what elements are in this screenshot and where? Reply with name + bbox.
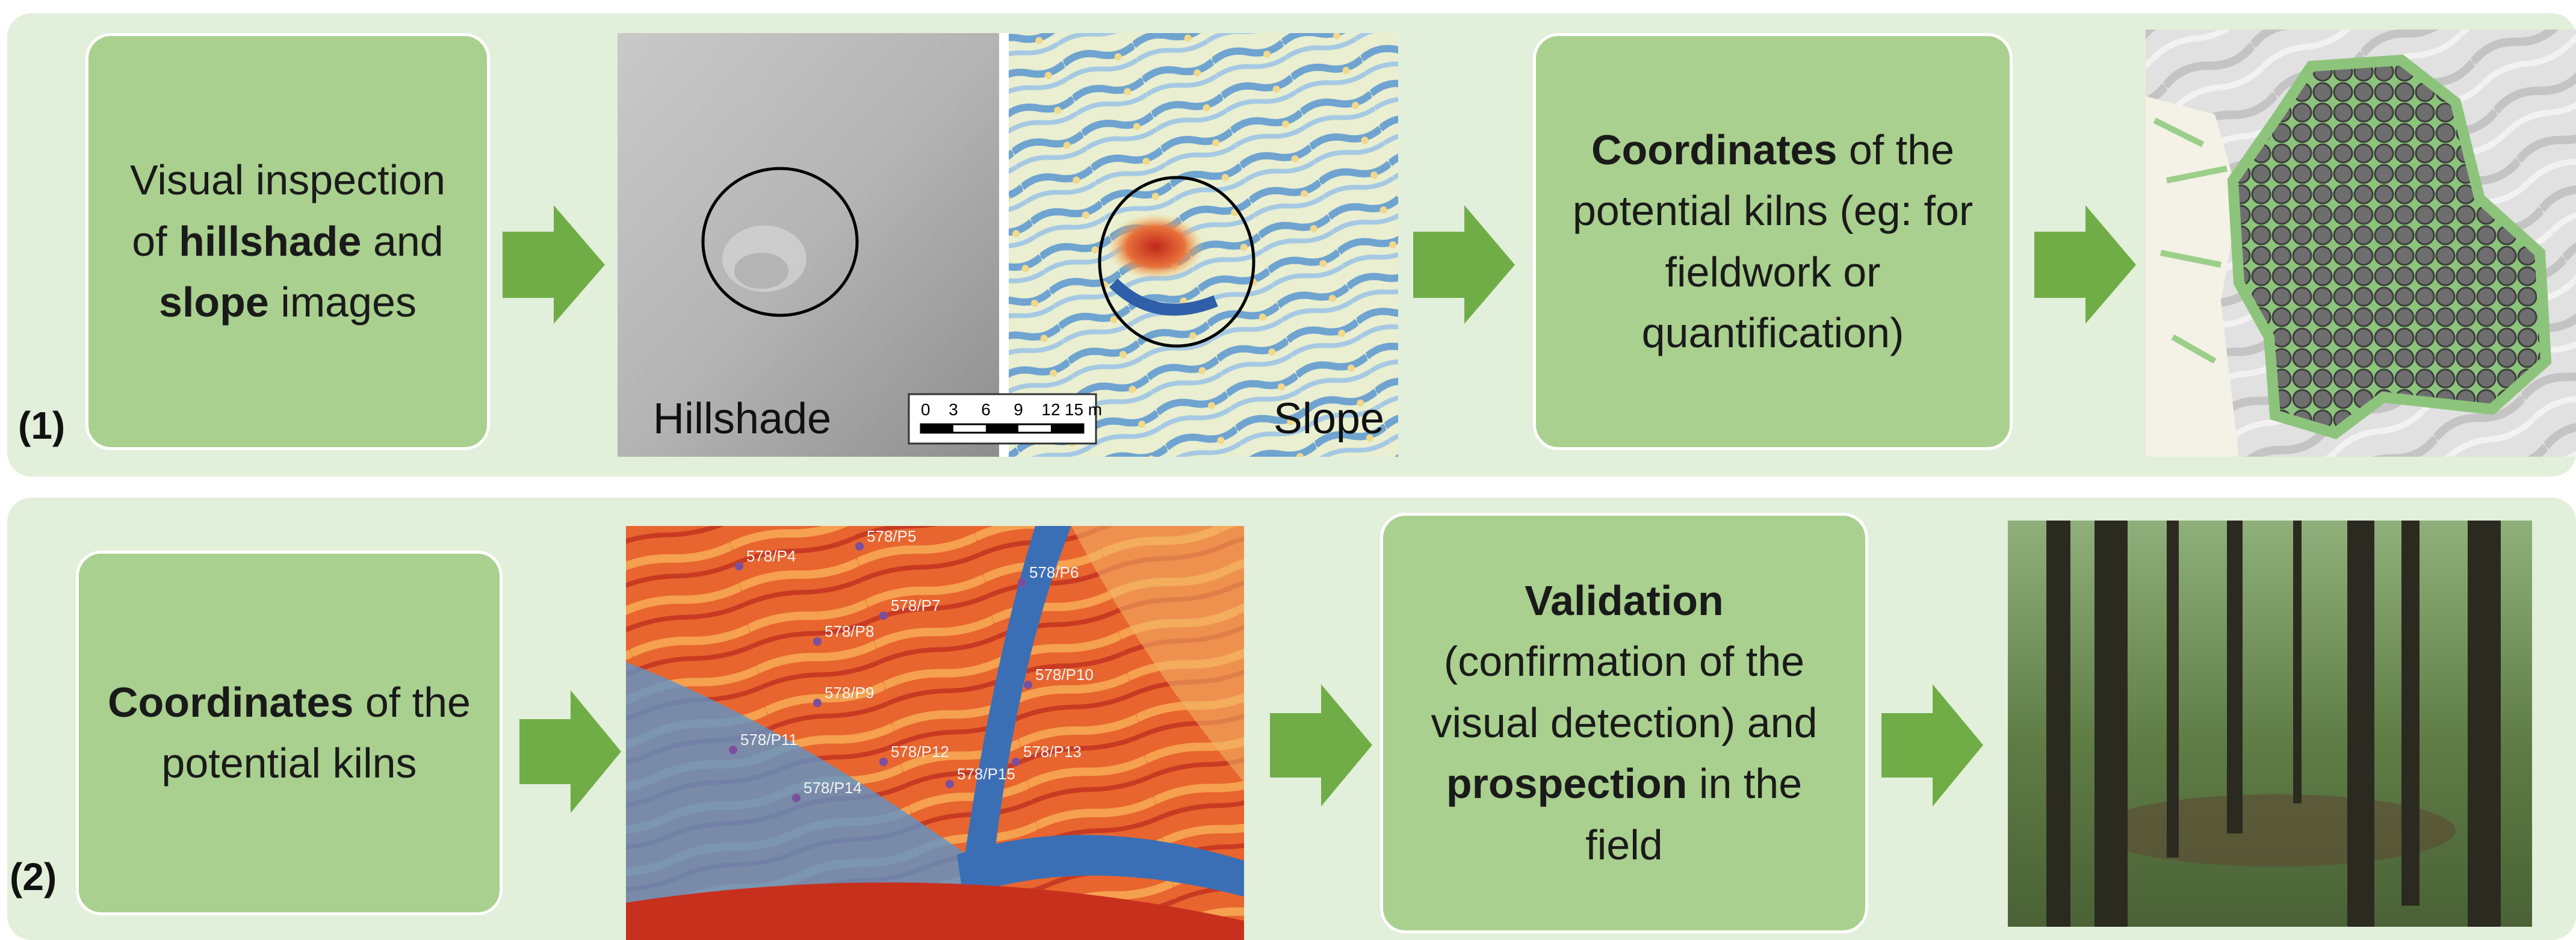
map-label: 578/P12	[891, 743, 949, 761]
kiln-marker	[792, 794, 800, 802]
scale-label: 9	[1014, 400, 1023, 419]
text: of the potential kilns (eg: for fieldwor…	[1572, 126, 1974, 357]
kiln-marker	[735, 562, 743, 570]
scale-bar: 0 3 6 9 12 15 m	[908, 393, 1102, 445]
divider	[999, 33, 1009, 457]
box-text: Coordinates of the potential kilns (eg: …	[1560, 120, 1986, 364]
map-label: 578/P6	[1029, 563, 1079, 581]
text: images	[268, 279, 416, 326]
slope-image	[1009, 33, 1398, 457]
text: of the potential kilns	[161, 678, 471, 787]
arrow	[519, 690, 621, 813]
row-label: (1)	[18, 404, 66, 447]
map-label: 578/P15	[957, 765, 1015, 783]
text-box: Coordinates of the potential kilns	[76, 551, 503, 915]
text-box: Coordinates of the potential kilns (eg: …	[1533, 33, 2013, 450]
text-box: Validation (confirmation of the visual d…	[1380, 513, 1868, 933]
map-label: 578/P8	[825, 622, 874, 640]
text: and	[361, 217, 444, 265]
bold-text: slope	[159, 279, 269, 326]
kiln-marker	[813, 699, 822, 707]
slope-map-image: 578/P4 578/P5 578/P6 578/P7 578/P8 578/P9 578/…	[626, 526, 1244, 940]
arrow	[2034, 205, 2136, 324]
scale-label: 12	[1041, 400, 1060, 419]
kiln-marker	[855, 542, 864, 551]
map-label: 578/P9	[825, 684, 874, 702]
kiln-marker	[879, 758, 888, 766]
scale-label: 0	[921, 400, 930, 419]
text: (confirmation of the visual detection) a…	[1431, 638, 1818, 746]
bold-text: Coordinates	[1591, 126, 1838, 173]
bold-text: Validation	[1525, 577, 1724, 624]
scale-label: 6	[981, 400, 991, 419]
map-label: 578/P5	[867, 527, 916, 545]
map-image	[2146, 29, 2576, 457]
arrow	[503, 205, 605, 324]
scale-label: 3	[949, 400, 958, 419]
map-label: 578/P14	[803, 779, 862, 797]
arrow	[1881, 684, 1983, 806]
box-text: Coordinates of the potential kilns	[103, 672, 475, 794]
text-box: Visual inspection of hillshade and slope…	[85, 33, 490, 450]
kiln-marker	[879, 611, 888, 620]
map-label: 578/P7	[891, 596, 940, 614]
bold-text: hillshade	[179, 217, 362, 265]
map-label: 578/P10	[1035, 666, 1094, 684]
row-label: (2)	[10, 855, 57, 898]
kiln-marker	[729, 746, 737, 754]
forest-photo	[2008, 521, 2532, 927]
bold-text: prospection	[1446, 760, 1688, 808]
scale-label: 15 m	[1065, 400, 1102, 419]
arrow	[1270, 684, 1372, 806]
arrows	[503, 205, 2136, 813]
image-label: Hillshade	[653, 395, 831, 443]
kiln-marker	[1024, 681, 1032, 689]
box-text: Visual inspection of hillshade and slope…	[113, 150, 463, 333]
kiln-marker	[1012, 758, 1020, 766]
hillshade-image	[618, 33, 999, 457]
bold-text: Coordinates	[108, 678, 354, 726]
box-text: Validation (confirmation of the visual d…	[1419, 570, 1829, 876]
map-label: 578/P13	[1023, 743, 1082, 761]
map-label: 578/P11	[740, 731, 797, 749]
text: Visual inspection of	[129, 156, 446, 265]
image-label: Slope	[1274, 395, 1384, 443]
text: in the field	[1585, 760, 1803, 868]
kiln-marker	[813, 637, 822, 646]
arrow	[1413, 205, 1515, 324]
map-label: 578/P4	[746, 547, 796, 565]
kiln-marker	[946, 780, 954, 788]
kiln-marker	[1018, 578, 1026, 587]
